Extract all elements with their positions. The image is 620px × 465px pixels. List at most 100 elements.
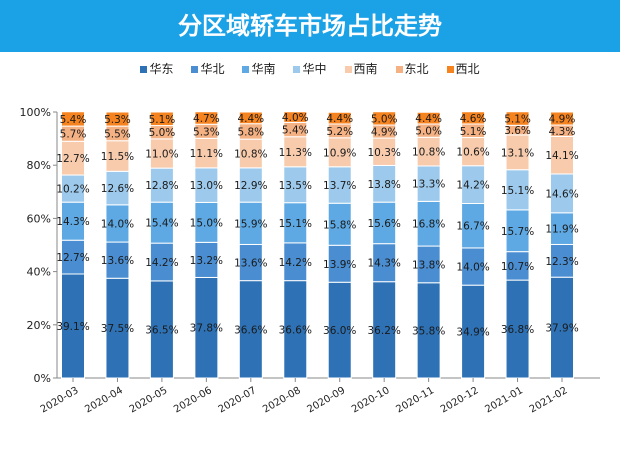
data-label: 36.8% <box>501 324 534 336</box>
data-label: 13.6% <box>234 258 267 270</box>
data-label: 5.7% <box>60 129 87 141</box>
data-label: 10.7% <box>501 261 534 273</box>
legend-item: 东北 <box>395 60 429 77</box>
data-label: 13.8% <box>368 179 401 191</box>
data-label: 14.2% <box>279 257 312 269</box>
legend-swatch <box>140 66 148 73</box>
data-label: 13.3% <box>412 179 445 191</box>
x-tick-label: 2020-12 <box>439 385 481 415</box>
x-tick-label: 2020-10 <box>350 385 392 415</box>
y-tick-label: 60% <box>27 212 51 225</box>
data-label: 36.6% <box>234 324 267 336</box>
bar-segment <box>194 111 219 125</box>
data-label: 10.9% <box>323 147 356 159</box>
x-tick-label: 2021-01 <box>483 385 525 415</box>
x-tick-label: 2020-07 <box>217 385 259 415</box>
title-banner <box>0 0 620 52</box>
data-label: 12.7% <box>56 252 89 264</box>
y-tick-label: 80% <box>27 159 51 172</box>
data-label: 5.1% <box>149 114 176 126</box>
data-label: 36.5% <box>145 324 178 336</box>
data-label: 16.7% <box>456 221 489 233</box>
legend-label: 西北 <box>455 62 480 76</box>
bar-segment <box>105 111 130 127</box>
legend-label: 华东 <box>149 62 174 76</box>
legend-item: 华北 <box>191 60 224 77</box>
legend-label: 东北 <box>404 62 429 76</box>
bar-segment <box>461 111 486 125</box>
data-label: 4.9% <box>371 127 398 139</box>
data-label: 36.6% <box>279 324 312 336</box>
data-label: 12.3% <box>545 256 578 268</box>
legend-item: 华中 <box>293 60 327 77</box>
data-label: 13.9% <box>323 259 356 271</box>
data-label: 15.4% <box>145 218 178 230</box>
data-label: 14.3% <box>56 216 89 228</box>
data-label: 39.1% <box>56 321 89 333</box>
chart-title: 分区域轿车市场占比走势 <box>178 12 442 40</box>
legend-swatch <box>293 66 301 73</box>
data-label: 10.8% <box>234 148 267 160</box>
legend-swatch <box>242 66 250 73</box>
legend-swatch <box>344 66 352 73</box>
data-label: 5.4% <box>60 114 87 126</box>
data-label: 5.1% <box>460 126 487 138</box>
data-label: 4.4% <box>326 113 353 125</box>
data-label: 36.2% <box>368 325 401 337</box>
data-label: 11.1% <box>190 148 223 160</box>
data-label: 5.0% <box>371 113 398 125</box>
data-label: 5.0% <box>149 127 176 139</box>
x-tick-label: 2020-04 <box>83 385 125 415</box>
data-label: 10.3% <box>368 147 401 159</box>
data-label: 5.4% <box>282 125 309 137</box>
data-label: 4.6% <box>460 113 487 125</box>
legend-item: 华东 <box>140 60 173 77</box>
bar-segment <box>149 111 174 127</box>
data-label: 11.9% <box>545 224 578 236</box>
data-label: 14.6% <box>545 188 578 200</box>
data-label: 11.3% <box>279 147 312 159</box>
data-label: 5.2% <box>326 126 353 138</box>
bar-segment <box>550 111 574 126</box>
y-tick-label: 20% <box>27 319 51 332</box>
x-tick-label: 2020-08 <box>261 385 303 415</box>
data-label: 15.1% <box>501 185 534 197</box>
legend-item: 华南 <box>242 60 275 77</box>
data-label: 5.8% <box>237 126 264 138</box>
data-label: 5.1% <box>504 114 531 126</box>
data-label: 12.9% <box>234 180 267 192</box>
data-label: 5.0% <box>415 126 442 138</box>
data-label: 36.0% <box>323 325 356 337</box>
data-label: 11.5% <box>101 151 134 163</box>
data-label: 10.8% <box>412 147 445 159</box>
data-label: 37.5% <box>101 323 134 335</box>
legend: 华东 华北 华南 华中 西南 东北 西北 <box>0 60 620 77</box>
data-label: 14.1% <box>545 150 578 162</box>
data-label: 10.2% <box>56 184 89 196</box>
legend-swatch <box>191 66 199 73</box>
data-label: 15.8% <box>323 219 356 231</box>
data-label: 14.3% <box>368 258 401 270</box>
x-tick-label: 2021-02 <box>528 385 570 415</box>
y-tick-label: 40% <box>27 266 51 279</box>
data-label: 14.2% <box>456 180 489 192</box>
data-label: 4.4% <box>415 113 442 125</box>
legend-label: 华南 <box>251 62 276 76</box>
data-label: 15.1% <box>279 218 312 230</box>
data-label: 12.8% <box>145 180 178 192</box>
data-label: 16.8% <box>412 219 445 231</box>
x-tick-label: 2020-06 <box>172 385 214 415</box>
data-label: 14.2% <box>145 257 178 269</box>
legend-label: 华中 <box>302 62 327 76</box>
data-label: 5.5% <box>104 128 131 140</box>
bar-segment <box>372 111 397 126</box>
data-label: 14.0% <box>456 262 489 274</box>
data-label: 34.9% <box>456 327 489 339</box>
data-label: 13.6% <box>101 255 134 267</box>
bar-segment <box>238 111 263 125</box>
bar-segment <box>283 111 308 123</box>
data-label: 13.8% <box>412 259 445 271</box>
data-label: 15.7% <box>501 226 534 238</box>
bar-segment <box>61 111 85 127</box>
